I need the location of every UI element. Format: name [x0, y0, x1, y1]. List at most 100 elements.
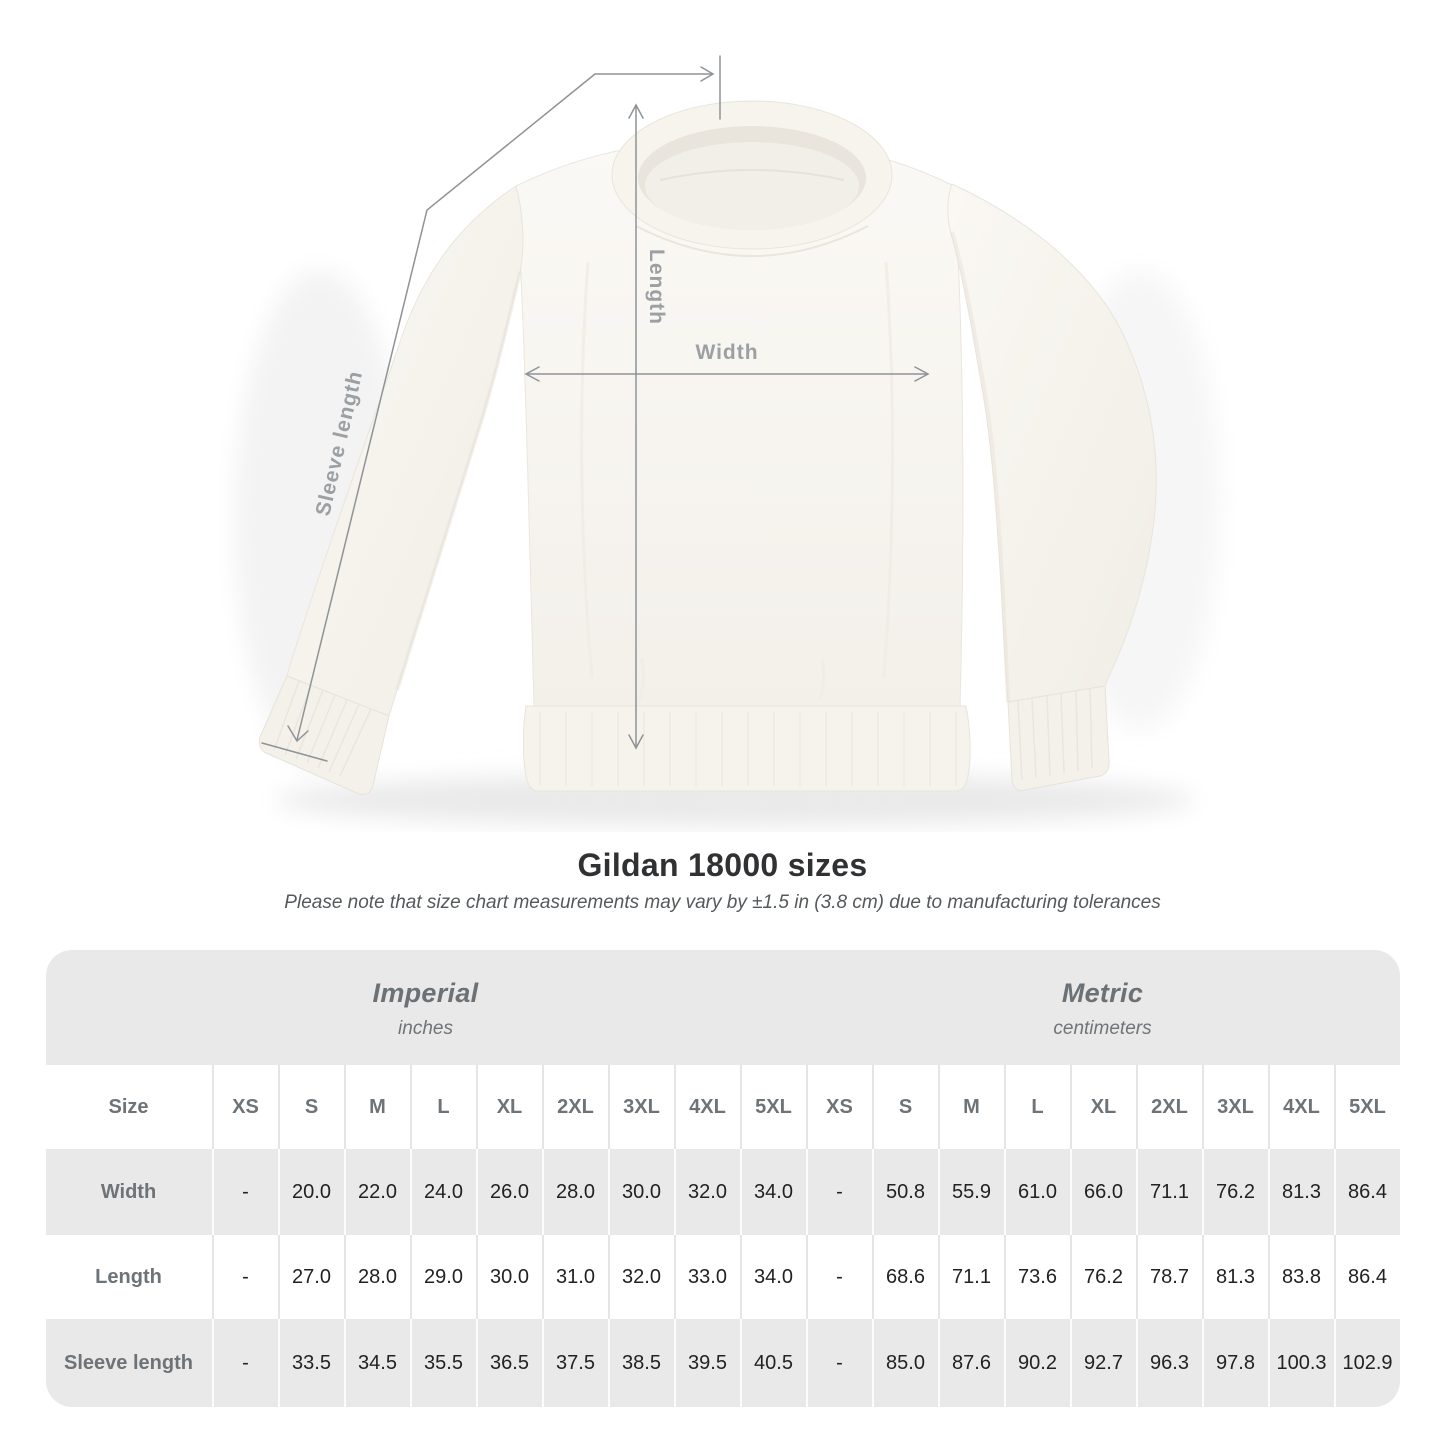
value-cell: 34.0 [739, 1149, 806, 1235]
value-cell: 24.0 [409, 1149, 476, 1235]
collar-back-seam [659, 169, 845, 181]
left-cuff-ribbing [273, 680, 372, 777]
value-cell: 39.5 [673, 1319, 740, 1407]
length-dimension-label: Length [645, 249, 668, 325]
value-cell: 96.3 [1135, 1319, 1202, 1407]
sleeve-arrow-down-icon [287, 725, 309, 743]
value-cell: 86.4 [1333, 1235, 1400, 1319]
left-sleeve-inner-shadow [395, 271, 522, 691]
width-arrow-left-icon [524, 366, 540, 382]
metric-unit: centimeters [1053, 1017, 1152, 1039]
sleeve-arrow-right-icon [700, 66, 715, 82]
value-cell: - [805, 1149, 872, 1235]
row-label: Length [95, 1265, 162, 1288]
collar-back-fabric [645, 142, 859, 230]
col-header: M [937, 1065, 1004, 1149]
right-cuff [1007, 685, 1110, 791]
col-header: XS [805, 1065, 872, 1149]
sweatshirt-illustration: Width Length Sleeve length [235, 55, 1220, 826]
table-row-width: Width - 20.0 22.0 24.0 26.0 28.0 30.0 32… [45, 1149, 1400, 1235]
value-cell: - [211, 1319, 278, 1407]
right-cuff-ribbing [1017, 687, 1093, 781]
col-header: 2XL [541, 1065, 608, 1149]
col-header: S [871, 1065, 938, 1149]
col-header: L [1003, 1065, 1070, 1149]
left-sleeve [286, 185, 524, 717]
value-cell: 30.0 [607, 1149, 674, 1235]
value-cell: 32.0 [673, 1149, 740, 1235]
value-cell: 22.0 [343, 1149, 410, 1235]
value-cell: 71.1 [937, 1235, 1004, 1319]
col-header: M [343, 1065, 410, 1149]
metric-title: Metric [1061, 977, 1144, 1008]
value-cell: 35.5 [409, 1319, 476, 1407]
col-header: 4XL [673, 1065, 740, 1149]
value-cell: 61.0 [1003, 1149, 1070, 1235]
col-header: 3XL [1201, 1065, 1268, 1149]
col-header: XS [211, 1065, 278, 1149]
width-dimension-label: Width [695, 341, 758, 364]
value-cell: 31.0 [541, 1235, 608, 1319]
sweatshirt [258, 100, 1157, 796]
value-cell: 26.0 [475, 1149, 542, 1235]
right-sleeve-inner-shadow [950, 231, 1010, 703]
value-cell: - [805, 1235, 872, 1319]
value-cell: 66.0 [1069, 1149, 1136, 1235]
table-row-length: Length - 27.0 28.0 29.0 30.0 31.0 32.0 3… [45, 1235, 1400, 1319]
imperial-title: Imperial [372, 977, 479, 1008]
right-sleeve [947, 183, 1157, 703]
value-cell: 33.0 [673, 1235, 740, 1319]
col-header: XL [475, 1065, 542, 1149]
metric-section-header: Metric centimeters [806, 950, 1400, 1065]
value-cell: 81.3 [1201, 1235, 1268, 1319]
value-cell: 32.0 [607, 1235, 674, 1319]
value-cell: 76.2 [1201, 1149, 1268, 1235]
sleeve-length-dimension [261, 55, 721, 762]
length-arrow-down-icon [628, 734, 644, 750]
value-cell: 29.0 [409, 1235, 476, 1319]
value-cell: 30.0 [475, 1235, 542, 1319]
value-cell: 27.0 [277, 1235, 344, 1319]
value-cell: 78.7 [1135, 1235, 1202, 1319]
value-cell: 76.2 [1069, 1235, 1136, 1319]
length-dimension [628, 103, 644, 750]
sleeve-end-tick [261, 742, 328, 762]
col-header: 5XL [739, 1065, 806, 1149]
size-column-header: Size [108, 1095, 149, 1118]
measurement-annotations [261, 55, 930, 762]
col-header: 5XL [1333, 1065, 1400, 1149]
sleeve-diagonal-line [296, 73, 596, 741]
value-cell: 50.8 [871, 1149, 938, 1235]
value-cell: 55.9 [937, 1149, 1004, 1235]
col-header: L [409, 1065, 476, 1149]
value-cell: 28.0 [343, 1235, 410, 1319]
collar-front-seam [635, 225, 869, 257]
value-cell: 73.6 [1003, 1235, 1070, 1319]
body-folds [580, 261, 895, 701]
value-cell: 34.0 [739, 1235, 806, 1319]
value-cell: 28.0 [541, 1149, 608, 1235]
value-cell: 36.5 [475, 1319, 542, 1407]
value-cell: 87.6 [937, 1319, 1004, 1407]
left-cuff [258, 675, 390, 796]
row-label: Width [100, 1180, 157, 1203]
col-header: 3XL [607, 1065, 674, 1149]
value-cell: 20.0 [277, 1149, 344, 1235]
product-diagram: Width Length Sleeve length [235, 55, 1220, 826]
value-cell: 83.8 [1267, 1235, 1334, 1319]
col-header: 2XL [1135, 1065, 1202, 1149]
row-label: Sleeve length [64, 1351, 193, 1374]
value-cell: 33.5 [277, 1319, 344, 1407]
col-header: 4XL [1267, 1065, 1334, 1149]
width-dimension [524, 366, 930, 382]
unit-band-row: Imperial inches Metric centimeters [45, 950, 1400, 1065]
size-header-row: Size XS S M L XL 2XL 3XL 4XL 5XL XS S M … [45, 1065, 1400, 1149]
value-cell: 71.1 [1135, 1149, 1202, 1235]
waistband [522, 705, 971, 792]
value-cell: 90.2 [1003, 1319, 1070, 1407]
col-header: S [277, 1065, 344, 1149]
value-cell: 86.4 [1333, 1149, 1400, 1235]
value-cell: 81.3 [1267, 1149, 1334, 1235]
value-cell: 100.3 [1267, 1319, 1334, 1407]
